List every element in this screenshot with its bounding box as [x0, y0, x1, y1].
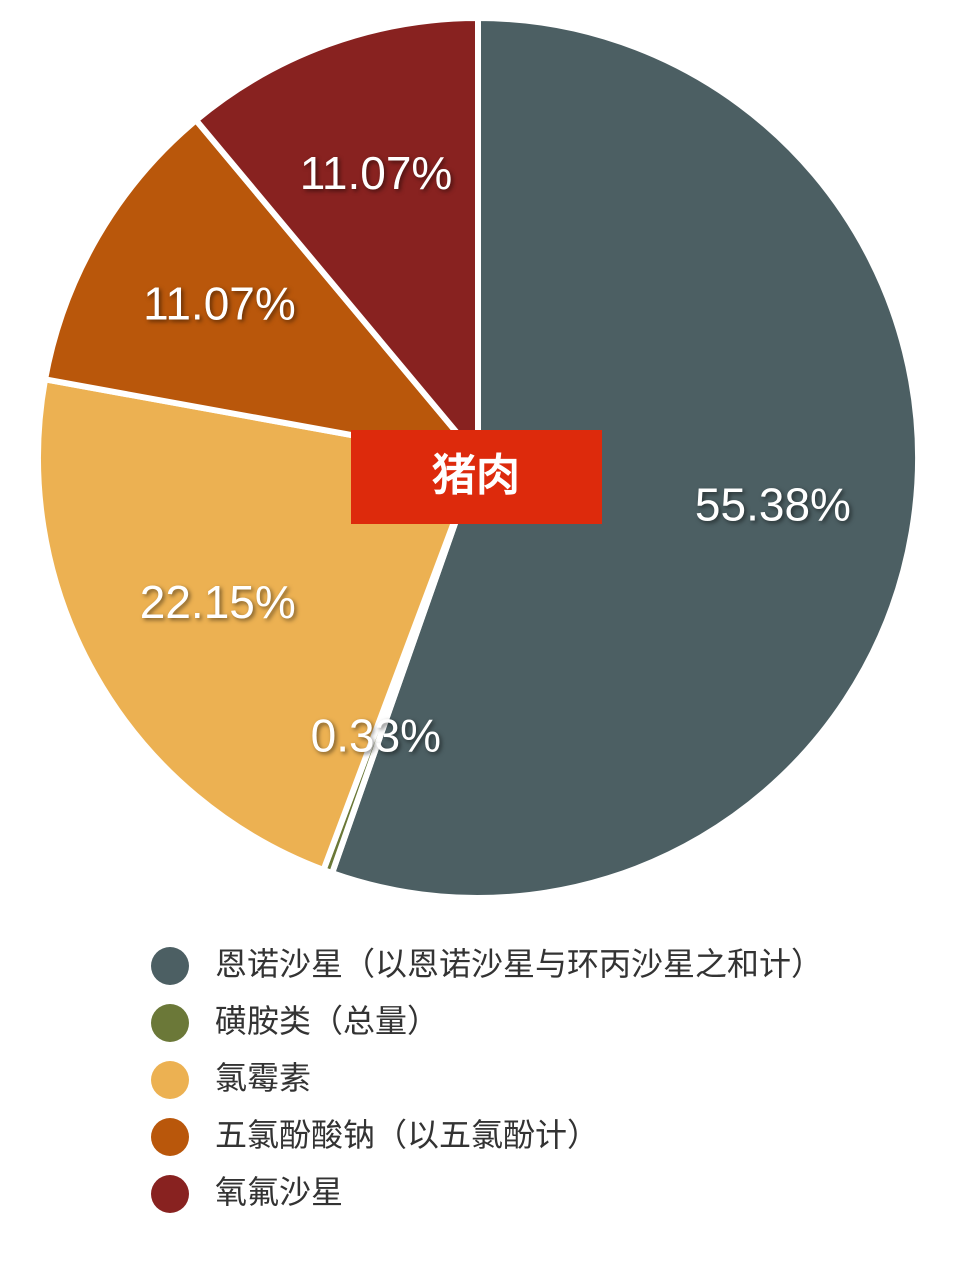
data-label: 22.15% — [140, 576, 296, 628]
legend-label: 氧氟沙星 — [215, 1173, 343, 1211]
pie-slice — [191, 14, 481, 467]
legend-label: 氯霉素 — [215, 1059, 311, 1097]
legend-marker — [151, 1061, 189, 1099]
legend-marker — [151, 1118, 189, 1156]
data-label: 11.07% — [143, 278, 296, 330]
legend-label: 五氯酚酸钠（以五氯酚计） — [215, 1116, 599, 1154]
pie-slice — [41, 115, 486, 463]
data-label: 11.07% — [300, 147, 453, 199]
data-label: 0.33% — [311, 709, 441, 761]
legend-label: 磺胺类（总量） — [215, 1002, 439, 1040]
chart-title: 猪肉 — [432, 450, 520, 501]
legend-marker — [151, 947, 189, 985]
legend-label: 恩诺沙星（以恩诺沙星与环丙沙星之和计） — [215, 945, 823, 983]
data-label: 55.38% — [695, 478, 851, 530]
legend-marker — [151, 1004, 189, 1042]
title-box — [351, 430, 602, 524]
legend-marker — [151, 1175, 189, 1213]
